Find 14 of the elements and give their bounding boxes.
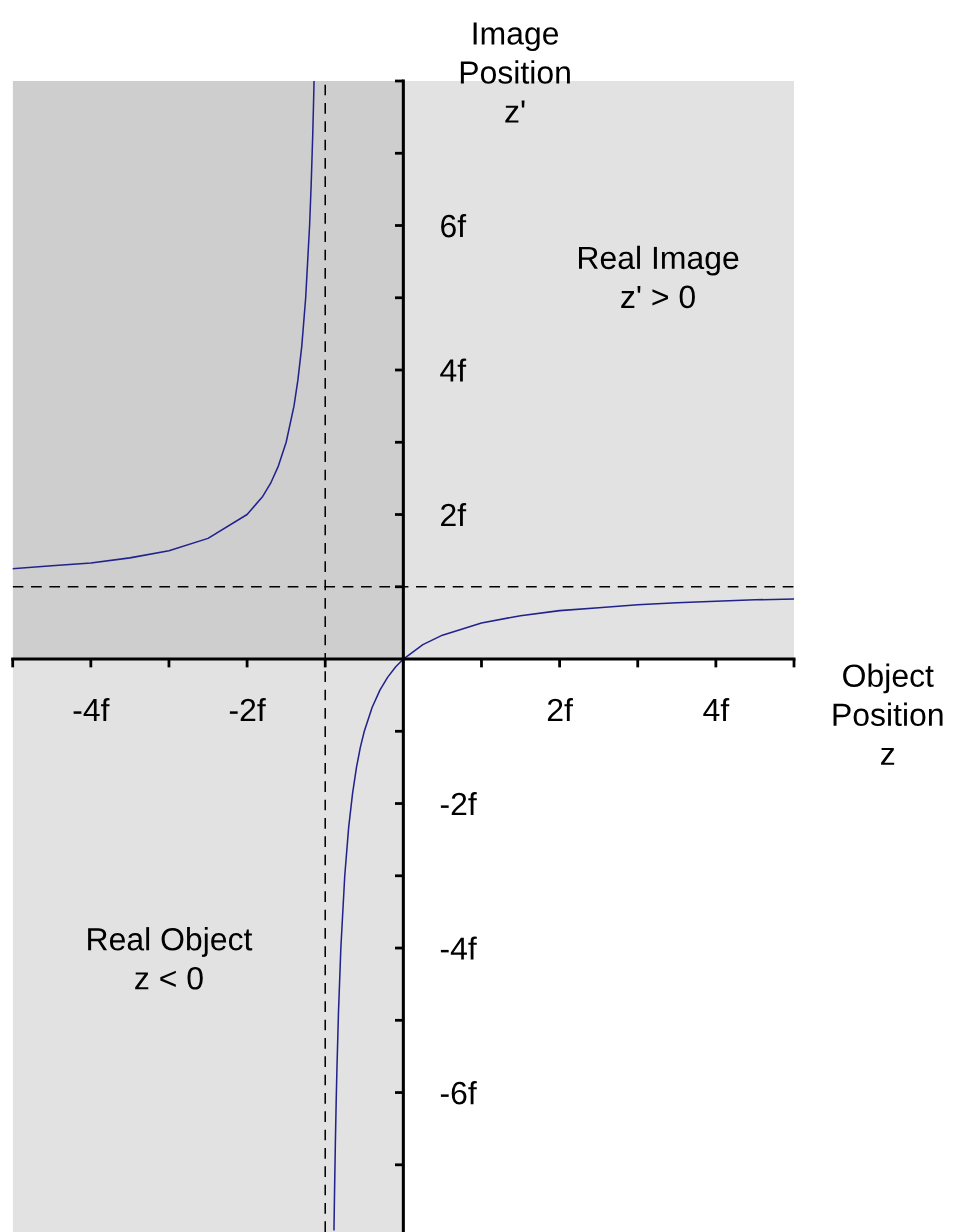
y-tick-label: 2f bbox=[441, 502, 467, 527]
y-axis-title: Image Position z' bbox=[460, 22, 570, 123]
x-tick-label: -4f bbox=[73, 697, 110, 722]
band-label: Real Object z < 0 bbox=[88, 927, 253, 990]
y-tick-label: 4f bbox=[440, 358, 467, 382]
y-tick-label: -2f bbox=[440, 792, 477, 816]
y-tick-label: -6f bbox=[440, 1081, 477, 1105]
x-tick-label: 4f bbox=[703, 697, 730, 722]
y-tick-label: 6f bbox=[441, 213, 467, 238]
x-tick-label: 2f bbox=[547, 697, 573, 722]
y-tick-label: -4f bbox=[440, 936, 477, 960]
x-tick-label: -2f bbox=[229, 697, 266, 722]
band-label: Real Image z' > 0 bbox=[579, 245, 739, 309]
x-axis-title: Object Position z bbox=[833, 663, 943, 765]
